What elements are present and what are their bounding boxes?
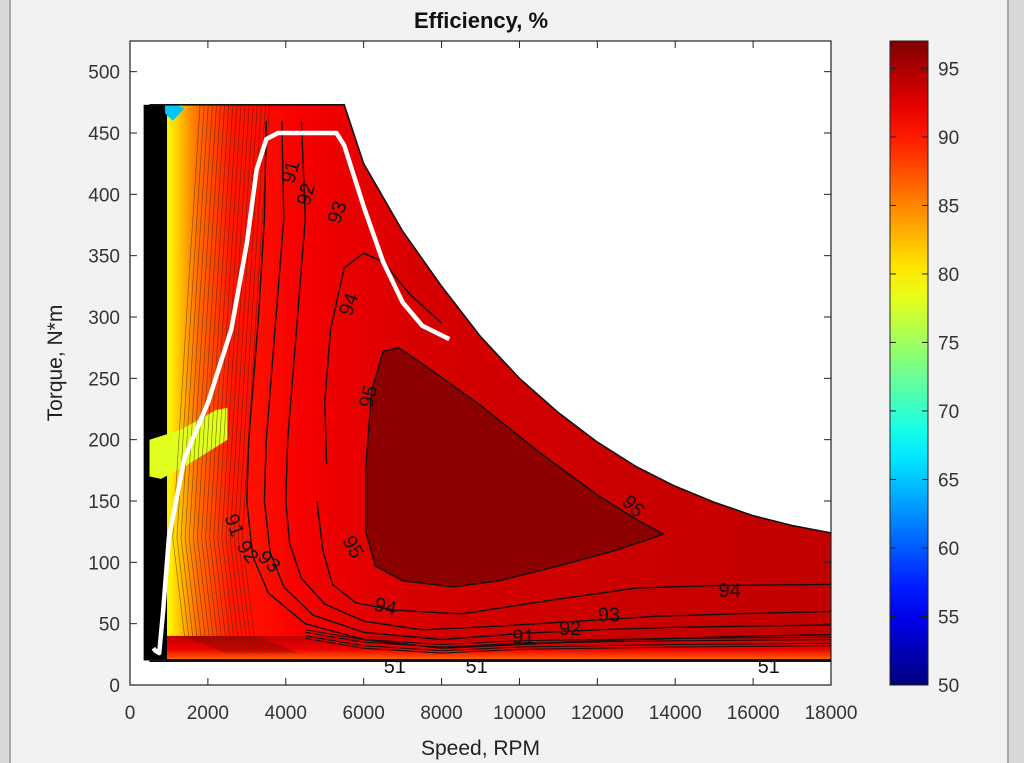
contour-line-fine	[201, 104, 257, 654]
y-tick-label: 500	[88, 63, 120, 84]
contour-line-fine	[242, 104, 298, 654]
contour-line-fine	[305, 631, 831, 648]
x-tick-label: 2000	[187, 703, 229, 724]
y-tick-label: 0	[109, 676, 120, 697]
contour-label: 91	[512, 627, 534, 649]
peak-efficiency-island	[365, 347, 664, 587]
y-tick-label: 150	[88, 492, 120, 513]
y-tick-label: 200	[88, 431, 120, 452]
x-tick-label: 18000	[805, 703, 858, 724]
contour-label: 51	[384, 656, 406, 678]
colorbar-tick-label: 65	[938, 470, 959, 491]
contour-line-92	[263, 120, 831, 641]
contour-line-94	[316, 500, 831, 615]
y-tick-label: 50	[99, 615, 120, 636]
x-axis: 0 2000 4000 6000 8000 10000 12000 14000 16000 180…	[125, 41, 858, 724]
contour-line-fine	[205, 104, 261, 654]
colorbar-tick-label: 90	[938, 128, 959, 149]
x-tick-label: 10000	[493, 703, 546, 724]
x-tick-label: 6000	[343, 703, 385, 724]
colorbar-tick-label: 55	[938, 607, 959, 628]
y-tick-label: 100	[88, 553, 120, 574]
colorbar-tick-label: 75	[938, 333, 959, 354]
colorbar-tick-label: 60	[938, 539, 959, 560]
colorbar-tick-label: 70	[938, 402, 959, 423]
x-tick-label: 0	[125, 703, 136, 724]
contour-label: 92	[559, 618, 581, 640]
contour-line-94	[323, 252, 443, 465]
contour-line-fine	[184, 104, 240, 654]
x-tick-label: 8000	[420, 703, 462, 724]
operating-boundary	[151, 130, 451, 656]
contour-line-fine	[305, 635, 831, 652]
contour-line-fine	[176, 104, 232, 654]
contour-line-fine	[305, 629, 831, 646]
contour-line-fine	[192, 104, 248, 654]
contour-line-95	[364, 346, 666, 588]
y-tick-label: 250	[88, 369, 120, 390]
colorbar-tick-label: 95	[938, 59, 959, 80]
contour-lines	[149, 104, 831, 662]
colorbar: 50 55 60 65 70 75 80 85 90 95	[889, 40, 959, 697]
low-speed-dense-contours	[143, 104, 167, 661]
contour-line-93	[285, 120, 831, 631]
colorbar-tick-label: 50	[938, 676, 959, 697]
y-tick-label: 400	[88, 185, 120, 206]
y-tick-label: 300	[88, 308, 120, 329]
low-speed-corner-patch	[165, 104, 185, 121]
contour-line-fine	[237, 104, 293, 654]
x-tick-label: 4000	[265, 703, 307, 724]
contour-line-fine	[180, 104, 236, 654]
y-axis-label: Torque, N*m	[44, 305, 67, 422]
contour-line-fine	[188, 104, 244, 654]
contour-label: 93	[598, 605, 620, 627]
y-tick-label: 450	[88, 124, 120, 145]
x-tick-label: 16000	[727, 703, 780, 724]
x-tick-label: 12000	[571, 703, 624, 724]
colorbar-gradient	[889, 40, 929, 686]
contour-line-fine	[233, 104, 289, 654]
max-torque-curve	[149, 104, 831, 534]
y-tick-label: 350	[88, 247, 120, 268]
y-axis: 0 50 100 150 200 250 300 350 400 450 500	[88, 63, 831, 697]
contour-label: 51	[465, 656, 487, 678]
x-axis-label: Speed, RPM	[421, 737, 540, 760]
colorbar-tick-label: 85	[938, 196, 959, 217]
contour-line-fine	[213, 104, 269, 654]
x-tick-label: 14000	[649, 703, 702, 724]
contour-line-fine	[172, 104, 228, 654]
chart-title: Efficiency, %	[414, 8, 548, 33]
plot-border	[129, 40, 832, 686]
contour-line-fine	[217, 104, 273, 654]
colorbar-tick-label: 80	[938, 265, 959, 286]
contour-line-fine	[221, 104, 277, 654]
contour-line-fine	[197, 104, 253, 654]
contour-line-fine	[209, 104, 265, 654]
contour-label: 94	[719, 580, 741, 602]
contour-line-fine	[305, 637, 831, 654]
contour-label: 51	[758, 656, 780, 678]
